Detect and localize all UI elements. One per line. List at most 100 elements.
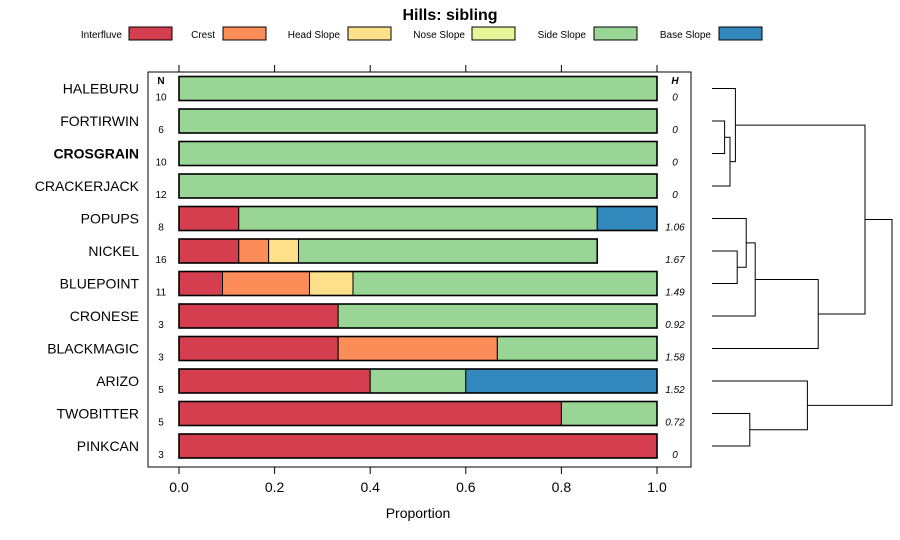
bar-row: CRONESE 3 0.92 — [70, 303, 685, 331]
bar-segment — [337, 303, 658, 329]
row-label: NICKEL — [88, 243, 139, 259]
row-h: 1.67 — [665, 255, 685, 266]
bar-row: BLUEPOINT 11 1.49 — [60, 270, 685, 299]
bar-outline — [178, 140, 658, 167]
row-n: 12 — [155, 190, 167, 201]
bar-outline — [178, 270, 658, 297]
legend-swatch — [347, 26, 392, 41]
dendrogram-link — [712, 88, 736, 163]
bar-segment — [178, 206, 240, 231]
bar-segment — [178, 433, 658, 459]
dendrogram-link — [712, 242, 756, 317]
dendrogram-link — [807, 219, 893, 406]
row-label: HALEBURU — [63, 81, 139, 97]
row-h: 0.72 — [665, 418, 685, 429]
row-label: CROSGRAIN — [53, 146, 139, 162]
bar-outline — [178, 75, 658, 102]
bar-outline — [178, 433, 658, 459]
x-tick-label: 1.0 — [647, 479, 667, 495]
bar-segment — [178, 141, 658, 166]
bar-row: CROSGRAIN 10 0 — [53, 140, 678, 169]
bar-row: FORTIRWIN 6 0 — [60, 108, 678, 136]
row-n: 10 — [155, 93, 167, 104]
x-tick-label: 0.8 — [552, 479, 572, 495]
row-label: TWOBITTER — [57, 406, 139, 422]
row-n: 8 — [158, 223, 164, 234]
bar-row: NICKEL 16 1.67 — [88, 238, 685, 266]
dendrogram-link — [712, 136, 731, 187]
bar-segment — [560, 401, 658, 426]
row-label: BLUEPOINT — [60, 276, 140, 292]
legend-swatch — [471, 26, 516, 41]
legend-label: Head Slope — [288, 30, 341, 41]
row-label: ARIZO — [96, 373, 139, 389]
row-n: 3 — [158, 450, 164, 461]
row-h: 0 — [672, 450, 678, 461]
row-h: 1.06 — [665, 223, 685, 234]
bar-segment — [178, 401, 562, 426]
row-h: 0 — [672, 190, 678, 201]
row-n: 3 — [158, 320, 164, 331]
bar-segment — [178, 173, 658, 199]
row-label: CRACKERJACK — [35, 178, 140, 194]
bar-row: BLACKMAGIC 3 1.58 — [47, 335, 685, 364]
legend-label: Side Slope — [538, 30, 587, 41]
row-label: BLACKMAGIC — [47, 341, 139, 357]
bar-segment — [178, 108, 658, 134]
bar-segment — [308, 271, 354, 296]
bar-outline — [178, 108, 658, 134]
bar-outline — [178, 205, 658, 232]
bar-row: CRACKERJACK 12 0 — [35, 173, 678, 201]
dendrogram-link — [712, 120, 726, 154]
legend-label: Interfluve — [81, 30, 123, 41]
row-label: POPUPS — [81, 211, 139, 227]
dendrogram-link — [712, 380, 808, 431]
row-h: 0 — [672, 125, 678, 136]
x-tick-label: 0.0 — [169, 479, 189, 495]
bar-segment — [178, 368, 371, 394]
bar-segment — [337, 336, 498, 361]
dendrogram-link — [712, 278, 819, 349]
dendrogram — [712, 88, 893, 447]
n-header: N — [157, 76, 164, 87]
row-h: 0.92 — [665, 320, 685, 331]
dendrogram-link — [712, 218, 747, 268]
bar-segment — [178, 76, 658, 101]
bar-segment — [596, 206, 658, 231]
bar-row: ARIZO 5 1.52 — [96, 368, 685, 396]
chart-title: Hills: sibling — [402, 7, 497, 24]
x-tick-label: 0.2 — [265, 479, 285, 495]
row-n: 10 — [155, 158, 167, 169]
bar-segment — [221, 271, 310, 296]
bar-segment — [178, 336, 339, 361]
bar-segment — [178, 238, 240, 264]
bar-outline — [178, 368, 658, 394]
bar-segment — [465, 368, 658, 394]
row-n: 16 — [155, 255, 167, 266]
row-n: 3 — [158, 353, 164, 364]
bar-row: TWOBITTER 5 0.72 — [57, 400, 685, 429]
row-label: CRONESE — [70, 308, 139, 324]
row-label: PINKCAN — [77, 438, 139, 454]
row-n: 6 — [158, 125, 164, 136]
legend-swatch — [222, 26, 267, 41]
legend-label: Base Slope — [660, 30, 712, 41]
row-label: FORTIRWIN — [60, 113, 139, 129]
x-tick-label: 0.6 — [456, 479, 476, 495]
bar-segment — [238, 206, 598, 231]
x-axis: 0.0 0.2 0.4 0.6 0.8 1.0 — [169, 65, 667, 495]
row-n: 11 — [156, 288, 167, 299]
bar-segment — [238, 238, 270, 264]
row-h: 1.49 — [665, 288, 685, 299]
bar-segment — [298, 238, 598, 264]
legend: Interfluve Crest Head Slope Nose Slope Side … — [81, 26, 763, 41]
x-axis-label: Proportion — [386, 505, 451, 521]
plot-frame — [147, 71, 692, 468]
row-h: 1.52 — [665, 385, 685, 396]
bar-segment — [496, 336, 658, 361]
legend-label: Crest — [191, 30, 215, 41]
x-tick-label: 0.4 — [360, 479, 380, 495]
bar-segment — [178, 303, 339, 329]
